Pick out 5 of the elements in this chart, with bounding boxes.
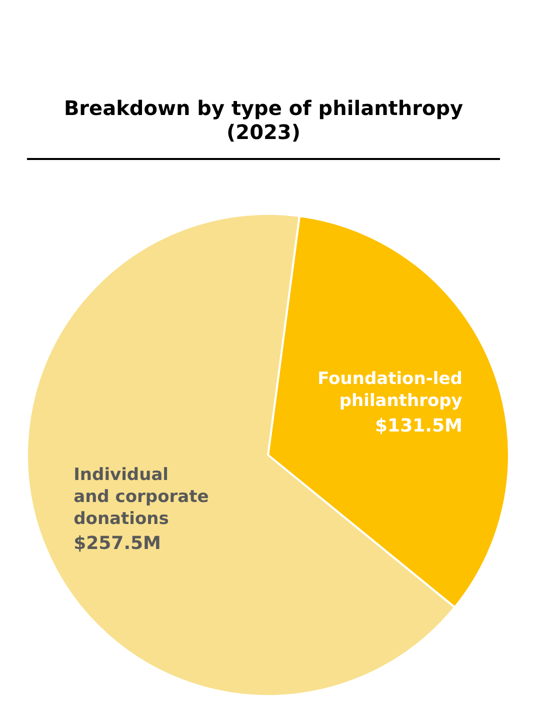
- slice-label: Individual and corporate donations: [74, 464, 209, 529]
- data-label: $257.5M: [74, 533, 161, 554]
- chart-title: Breakdown by type of philanthropy (2023): [27, 96, 500, 160]
- data-label: $131.5M: [375, 415, 462, 436]
- slice-label: Foundation-led philanthropy: [318, 369, 462, 412]
